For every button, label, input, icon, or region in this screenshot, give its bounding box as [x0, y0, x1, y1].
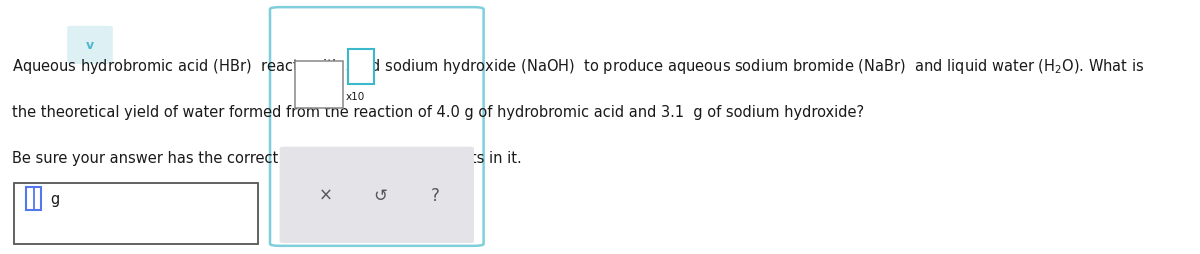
Bar [14, 183, 258, 244]
FancyBboxPatch shape [270, 8, 484, 246]
Text: ?: ? [431, 186, 439, 204]
Text: g: g [50, 191, 60, 206]
FancyBboxPatch shape [280, 147, 474, 243]
Text: the theoretical yield of water formed from the reaction of 4.0 g of hydrobromic : the theoretical yield of water formed fr… [12, 104, 864, 119]
Bar [295, 61, 343, 108]
Bar [26, 187, 41, 210]
Text: v: v [86, 39, 94, 52]
Text: Be sure your answer has the correct number of significant digits in it.: Be sure your answer has the correct numb… [12, 150, 522, 165]
Text: x10: x10 [346, 92, 365, 102]
Text: Aqueous hydrobromic acid $\mathsf{(HBr)}$  reacts with solid sodium hydroxide $\: Aqueous hydrobromic acid $\mathsf{(HBr)}… [12, 57, 1145, 75]
Bar [348, 50, 374, 85]
Text: ↺: ↺ [373, 186, 388, 204]
FancyBboxPatch shape [67, 27, 113, 65]
Text: ×: × [319, 186, 332, 204]
